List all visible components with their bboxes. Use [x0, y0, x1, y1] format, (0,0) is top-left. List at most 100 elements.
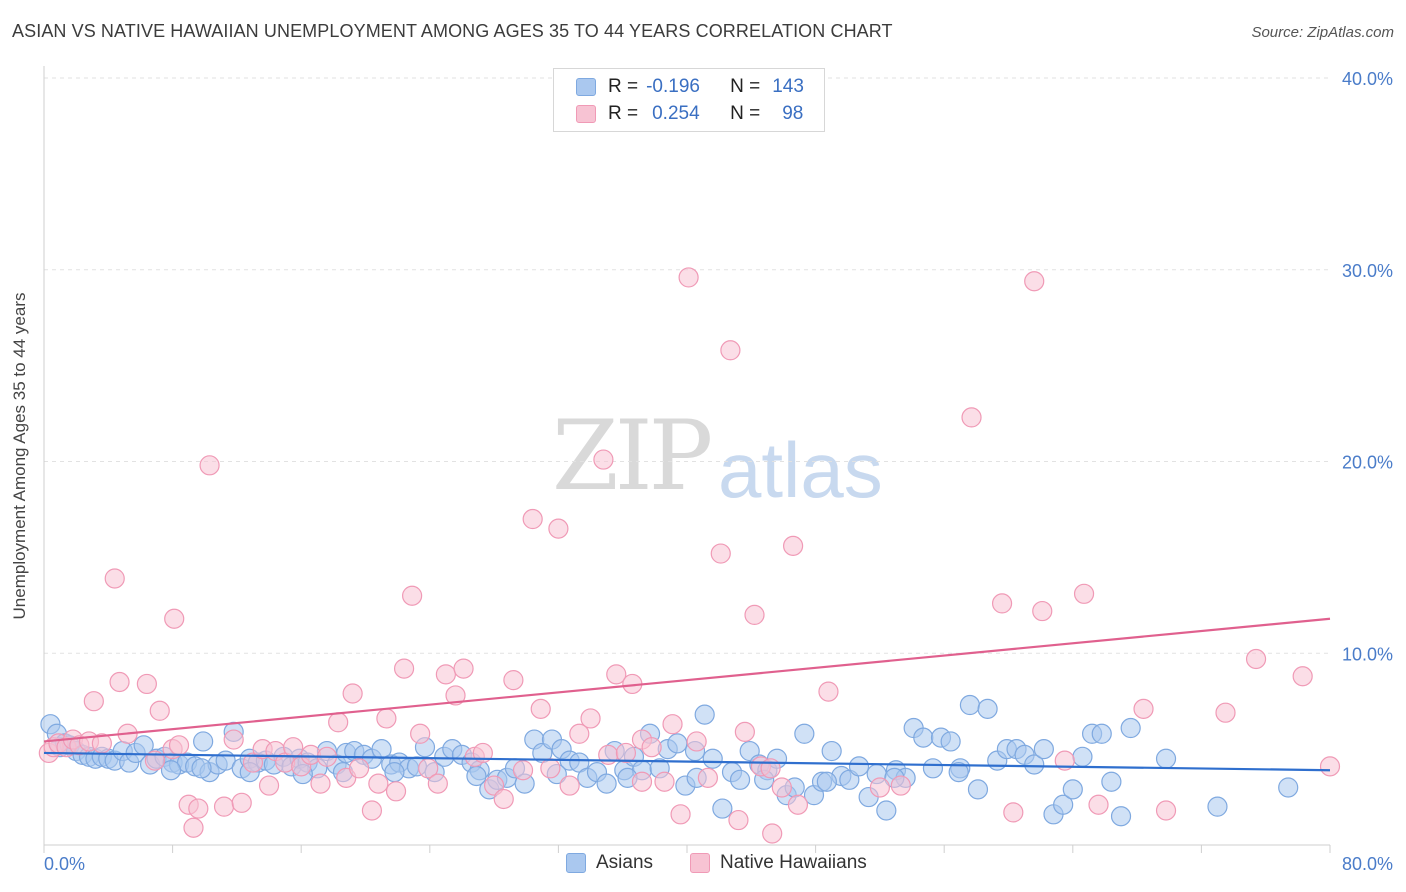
asian-point [1062, 779, 1083, 800]
hawaiian-point [1054, 750, 1075, 771]
y-tick-label: 10.0% [1342, 644, 1393, 664]
hawaiian-point [149, 700, 170, 721]
y-tick-label: 20.0% [1342, 453, 1393, 473]
hawaiian-point [1319, 756, 1341, 777]
asian-point [1120, 717, 1141, 739]
hawaiian-point [213, 796, 235, 817]
hawaiian-point [503, 669, 524, 691]
hawaiian-point [136, 673, 157, 695]
asian-point [1101, 771, 1122, 792]
hawaiian-point [1088, 794, 1109, 815]
hawaiian-point [530, 698, 551, 719]
source-label: Source: ZipAtlas.com [1251, 24, 1394, 41]
hawaiian-point [678, 267, 699, 288]
n-value-hawaiians: 98 [782, 103, 804, 124]
hawaiians-legend-label: Native Hawaiians [720, 852, 867, 873]
asian-point [694, 704, 715, 725]
hawaiian-point [890, 775, 911, 796]
asian-point [913, 727, 934, 748]
hawaiian-point [410, 723, 431, 744]
hawaiian-point [720, 340, 741, 361]
asian-point [948, 762, 969, 783]
hawaiian-point [1292, 666, 1313, 687]
hawaiian-point [453, 658, 474, 679]
hawaiian-point [762, 823, 783, 844]
asians-legend-swatch [566, 853, 586, 873]
asian-point [959, 694, 981, 716]
hawaiian-point [641, 737, 662, 758]
hawaiian-point [258, 775, 280, 796]
hawaiian-point [540, 758, 561, 779]
hawaiian-point [109, 671, 130, 693]
hawaiian-point [670, 804, 691, 825]
hawaiian-point [342, 683, 363, 704]
hawaiian-point [1032, 600, 1053, 622]
hawaiian-point [188, 798, 209, 819]
r-value-asians: -0.196 [646, 76, 700, 97]
n-label: N = [730, 76, 761, 97]
hawaiian-point [385, 781, 407, 802]
x-tick-label: 80.0% [1342, 854, 1393, 874]
x-tick-label: 0.0% [44, 854, 85, 874]
asian-point [193, 731, 214, 752]
hawaiian-point [183, 817, 204, 838]
legend-item-hawaiians: Native Hawaiians [690, 852, 867, 874]
r-label: R = [608, 103, 639, 124]
hawaiian-point [710, 543, 731, 564]
hawaiian-point [686, 731, 707, 752]
legend-row-asians: R = -0.196 N = 143 [554, 74, 804, 100]
asian-point [977, 698, 998, 719]
hawaiian-point [144, 750, 166, 771]
asian-point [371, 739, 392, 760]
y-tick-label: 40.0% [1342, 69, 1393, 89]
hawaiian-point [654, 771, 675, 792]
hawaiian-point [734, 721, 755, 742]
asian-point [191, 758, 212, 779]
asian-point [466, 765, 487, 787]
asian-point [596, 773, 617, 794]
hawaiian-point [512, 760, 534, 781]
asian-point [160, 760, 182, 781]
hawaiian-point [199, 455, 220, 476]
hawaiian-point [348, 758, 370, 779]
hawaiian-point [559, 775, 580, 796]
hawaiian-point [376, 708, 397, 729]
asian-point [1024, 754, 1045, 775]
hawaiian-point [522, 508, 543, 530]
hawaiian-point [435, 664, 456, 685]
asian-point [1207, 796, 1228, 817]
legend-item-asians: Asians [566, 852, 653, 874]
hawaiian-point [1073, 583, 1095, 604]
hawaiians-trend-line [43, 617, 1331, 743]
asians-trend-line [43, 751, 1331, 772]
hawaiian-point [787, 794, 809, 815]
asian-point [1053, 794, 1074, 815]
hawaiian-point [402, 585, 423, 606]
hawaiian-point [368, 773, 389, 794]
asian-point [712, 798, 733, 819]
asian-point [821, 740, 842, 762]
hawaiian-point [580, 708, 601, 729]
hawaiian-point [1215, 702, 1236, 723]
hawaiian-point [961, 407, 982, 428]
asian-point [729, 769, 751, 790]
hawaiian-point [771, 777, 792, 798]
hawaiian-point [1133, 698, 1154, 719]
asian-point [816, 771, 837, 792]
asian-point [922, 758, 944, 779]
asian-point [876, 800, 897, 821]
hawaiian-point [445, 685, 466, 706]
hawaiian-point [310, 773, 331, 794]
series-legend: Asians Native Hawaiians [0, 852, 1406, 878]
hawaiian-point [548, 518, 569, 539]
asian-point [1033, 739, 1054, 760]
hawaiian-point [1155, 800, 1177, 821]
watermark-atlas: atlas [718, 426, 883, 514]
hawaiian-point [283, 737, 304, 758]
chart-title: ASIAN VS NATIVE HAWAIIAN UNEMPLOYMENT AM… [12, 21, 893, 41]
n-value-asians: 143 [772, 76, 804, 97]
asian-point [1278, 777, 1299, 798]
hawaiian-point [662, 714, 683, 735]
asian-point [794, 723, 815, 744]
hawaiian-point [728, 809, 749, 831]
